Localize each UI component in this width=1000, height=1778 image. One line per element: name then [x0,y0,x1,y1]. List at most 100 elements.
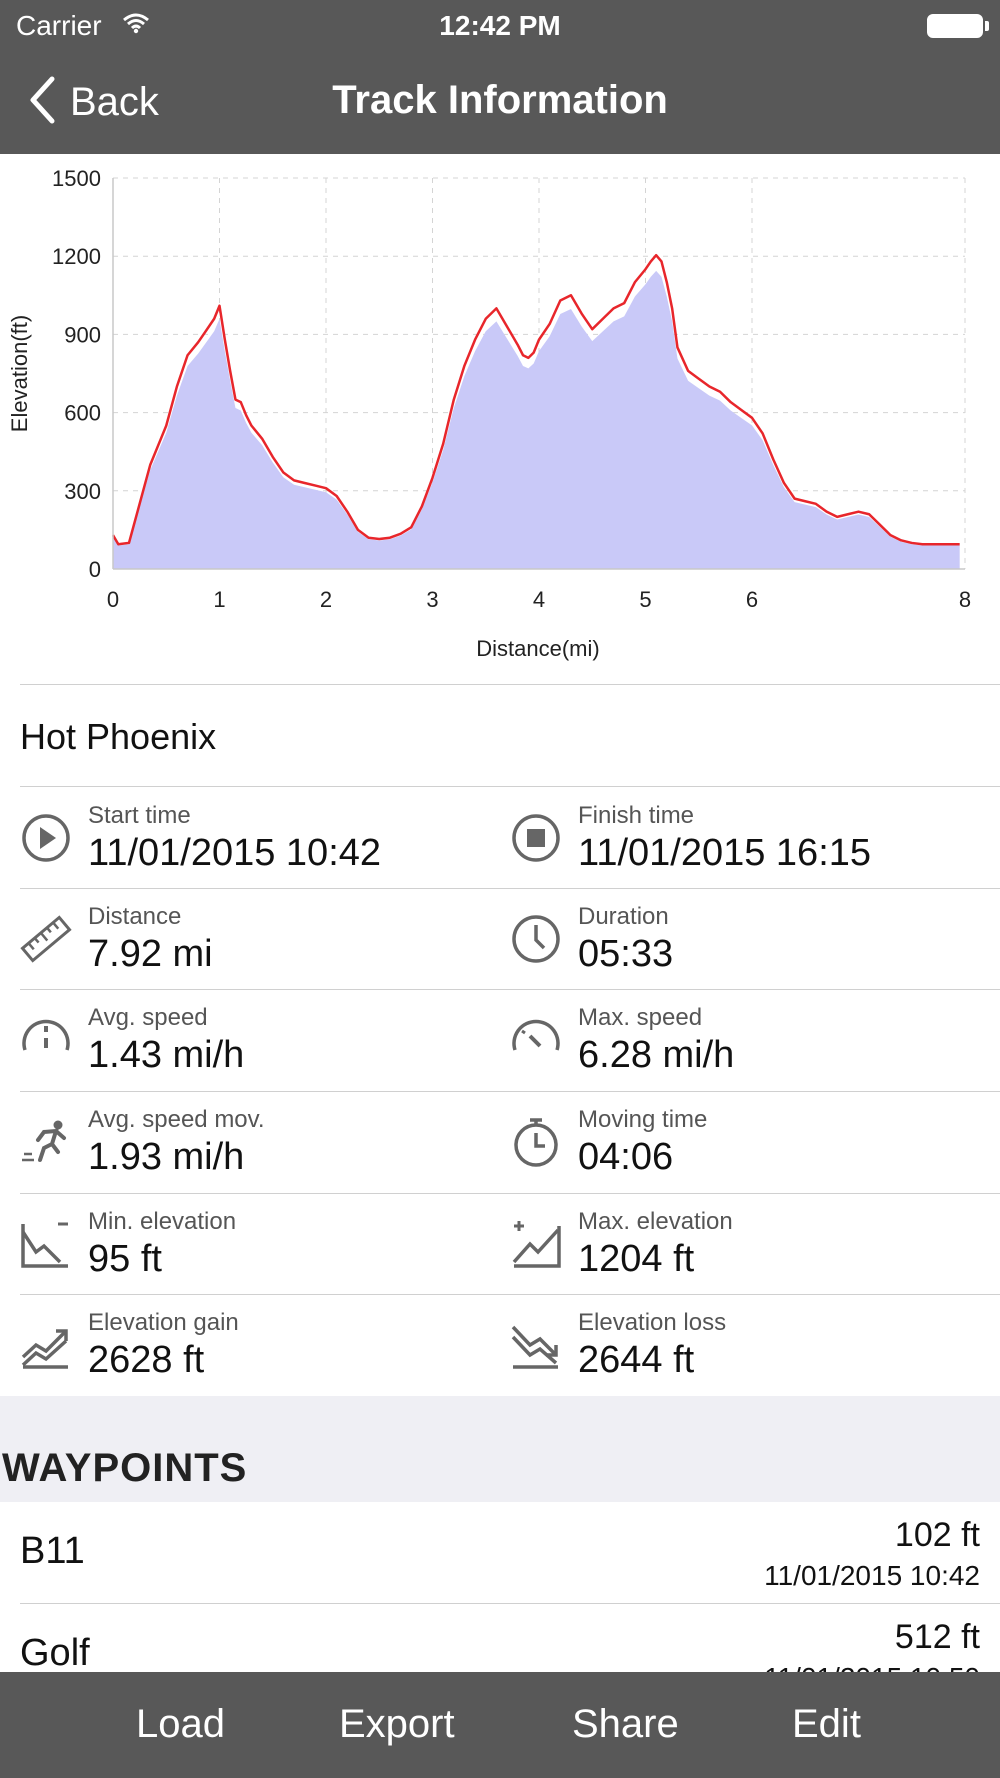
chevron-left-icon [28,75,56,130]
divider [20,1193,1000,1194]
bottom-toolbar: Load Export Share Edit [0,1672,1000,1778]
stat-label: Duration [578,903,669,930]
divider [20,786,1000,787]
stat-label: Moving time [578,1106,708,1133]
clock-icon [510,913,562,965]
stat-distance: Distance 7.92 mi [20,889,500,989]
back-label: Back [70,79,159,124]
share-button[interactable]: Share [572,1702,679,1746]
divider [20,1294,1000,1295]
y-tick-label: 0 [89,557,101,582]
x-tick-label: 5 [639,587,651,612]
stat-avg-speed-moving: Avg. speed mov. 1.93 mi/h [20,1092,500,1192]
x-tick-label: 4 [533,587,545,612]
stat-elevation-loss: Elevation loss 2644 ft [510,1295,990,1395]
stopwatch-icon [510,1116,562,1168]
stat-label: Min. elevation [88,1208,237,1235]
stat-label: Distance [88,903,182,930]
waypoint-name: B11 [20,1530,85,1572]
stat-max-speed: Max. speed 6.28 mi/h [510,990,990,1090]
x-axis-label: Distance(mi) [476,636,599,661]
stat-elevation-gain: Elevation gain 2628 ft [20,1295,500,1395]
waypoint-time: 11/01/2015 10:42 [764,1560,980,1591]
y-tick-label: 300 [64,479,101,504]
section-title: WAYPOINTS [2,1446,248,1490]
elevation-chart: 0 300 600 900 1200 1500 0 1 2 3 4 5 6 8 Distance(mi) El… [0,154,1000,684]
stat-value: 05:33 [578,933,674,975]
waypoint-elevation: 512 ft [894,1618,980,1656]
edit-button[interactable]: Edit [792,1702,861,1746]
track-name: Hot Phoenix [20,716,217,757]
elevation-loss-icon [510,1319,562,1371]
y-axis-label: Elevation(ft) [7,315,32,432]
stat-value: 1204 ft [578,1238,695,1280]
min-elevation-icon [20,1218,72,1270]
x-tick-label: 2 [320,587,332,612]
stop-circle-icon [510,812,562,864]
export-button[interactable]: Export [339,1702,455,1746]
speedometer-max-icon [510,1014,562,1066]
wifi-icon [122,12,150,39]
stat-value: 6.28 mi/h [578,1034,735,1076]
x-tick-label: 3 [426,587,438,612]
stat-label: Elevation loss [578,1309,727,1336]
stat-avg-speed: Avg. speed 1.43 mi/h [20,990,500,1090]
divider [20,1603,1000,1604]
stat-label: Avg. speed [88,1004,208,1031]
load-button[interactable]: Load [136,1702,225,1746]
running-icon [20,1116,72,1168]
battery-tip [985,21,989,31]
carrier-label: Carrier [16,10,102,41]
y-tick-label: 1200 [52,244,101,269]
stat-value: 11/01/2015 10:42 [88,832,382,874]
max-elevation-icon [510,1218,562,1270]
stat-value: 1.43 mi/h [88,1034,245,1076]
x-tick-label: 8 [959,587,971,612]
y-tick-label: 900 [64,322,101,347]
stat-value: 04:06 [578,1136,674,1178]
stat-label: Start time [88,802,191,829]
stat-label: Max. elevation [578,1208,733,1235]
stat-finish-time: Finish time 11/01/2015 16:15 [510,788,990,888]
speedometer-avg-icon [20,1014,72,1066]
stat-start-time: Start time 11/01/2015 10:42 [20,788,500,888]
y-tick-label: 600 [64,401,101,426]
stat-value: 2644 ft [578,1339,695,1381]
stat-label: Elevation gain [88,1309,239,1336]
waypoint-elevation: 102 ft [894,1516,980,1554]
elevation-chart-svg: 0 300 600 900 1200 1500 0 1 2 3 4 5 6 8 Distance(mi) El… [7,166,971,661]
play-circle-icon [20,812,72,864]
waypoints-section-header: WAYPOINTS [0,1396,1000,1502]
stat-min-elevation: Min. elevation 95 ft [20,1194,500,1294]
stat-value: 2628 ft [88,1339,205,1381]
stat-value: 1.93 mi/h [88,1136,245,1178]
status-bar: Carrier 12:42 PM [0,0,1000,50]
elevation-gain-icon [20,1319,72,1371]
stat-value: 7.92 mi [88,933,213,975]
stat-label: Finish time [578,802,695,829]
x-tick-label: 0 [107,587,119,612]
stat-value: 11/01/2015 16:15 [578,832,872,874]
divider [20,684,1000,685]
y-tick-label: 1500 [52,166,101,191]
stat-moving-time: Moving time 04:06 [510,1092,990,1192]
divider [20,888,1000,889]
battery-icon [927,14,983,38]
ruler-icon [20,913,72,965]
stat-max-elevation: Max. elevation 1204 ft [510,1194,990,1294]
elevation-line [111,253,960,546]
status-time: 12:42 PM [439,10,561,41]
divider [20,1091,1000,1092]
navigation-bar: Back Track Information [0,50,1000,154]
stat-value: 95 ft [88,1238,162,1280]
waypoint-name: Golf [20,1632,90,1674]
x-tick-label: 1 [213,587,225,612]
stat-label: Max. speed [578,1004,703,1031]
elevation-area [113,270,960,569]
x-tick-label: 6 [746,587,758,612]
waypoint-row[interactable]: B11 102 ft 11/01/2015 10:42 [0,1502,1000,1604]
divider [20,989,1000,990]
stat-duration: Duration 05:33 [510,889,990,989]
stat-label: Avg. speed mov. [88,1106,265,1133]
back-button[interactable]: Back [28,76,159,128]
